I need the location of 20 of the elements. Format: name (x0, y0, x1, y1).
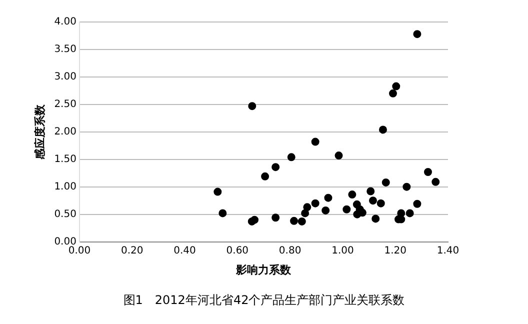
x-tick-label: 0.20 (120, 245, 144, 256)
x-tick-label: 1.40 (436, 245, 460, 256)
y-tick-label: 3.50 (54, 44, 76, 56)
x-tick-label: 1.00 (332, 245, 354, 256)
caption: 图1 2012年河北省42个产品生产部门产业关联系数 (122, 292, 406, 309)
x-tick-label: 0.60 (226, 245, 249, 256)
y-tick-label: 3.00 (54, 72, 76, 83)
y-tick-label: 1.50 (54, 154, 76, 165)
x-tick-label: 0.40 (174, 245, 196, 256)
y-tick-label: 0.50 (54, 208, 76, 220)
x-tick-label: 0.00 (68, 245, 91, 256)
x-tick-label: 0.80 (278, 245, 302, 256)
x-axis-title: 影响力系数 (235, 263, 292, 276)
y-tick-label: 1.00 (54, 181, 76, 192)
y-tick-label: 2.00 (54, 126, 76, 138)
y-tick-label: 0.00 (54, 236, 76, 248)
y-tick-label: 4.00 (54, 16, 76, 28)
y-tick-label: 2.50 (54, 99, 76, 110)
x-tick-label: 1.20 (384, 245, 406, 256)
y-axis-title: 感应度系数 (33, 103, 46, 160)
